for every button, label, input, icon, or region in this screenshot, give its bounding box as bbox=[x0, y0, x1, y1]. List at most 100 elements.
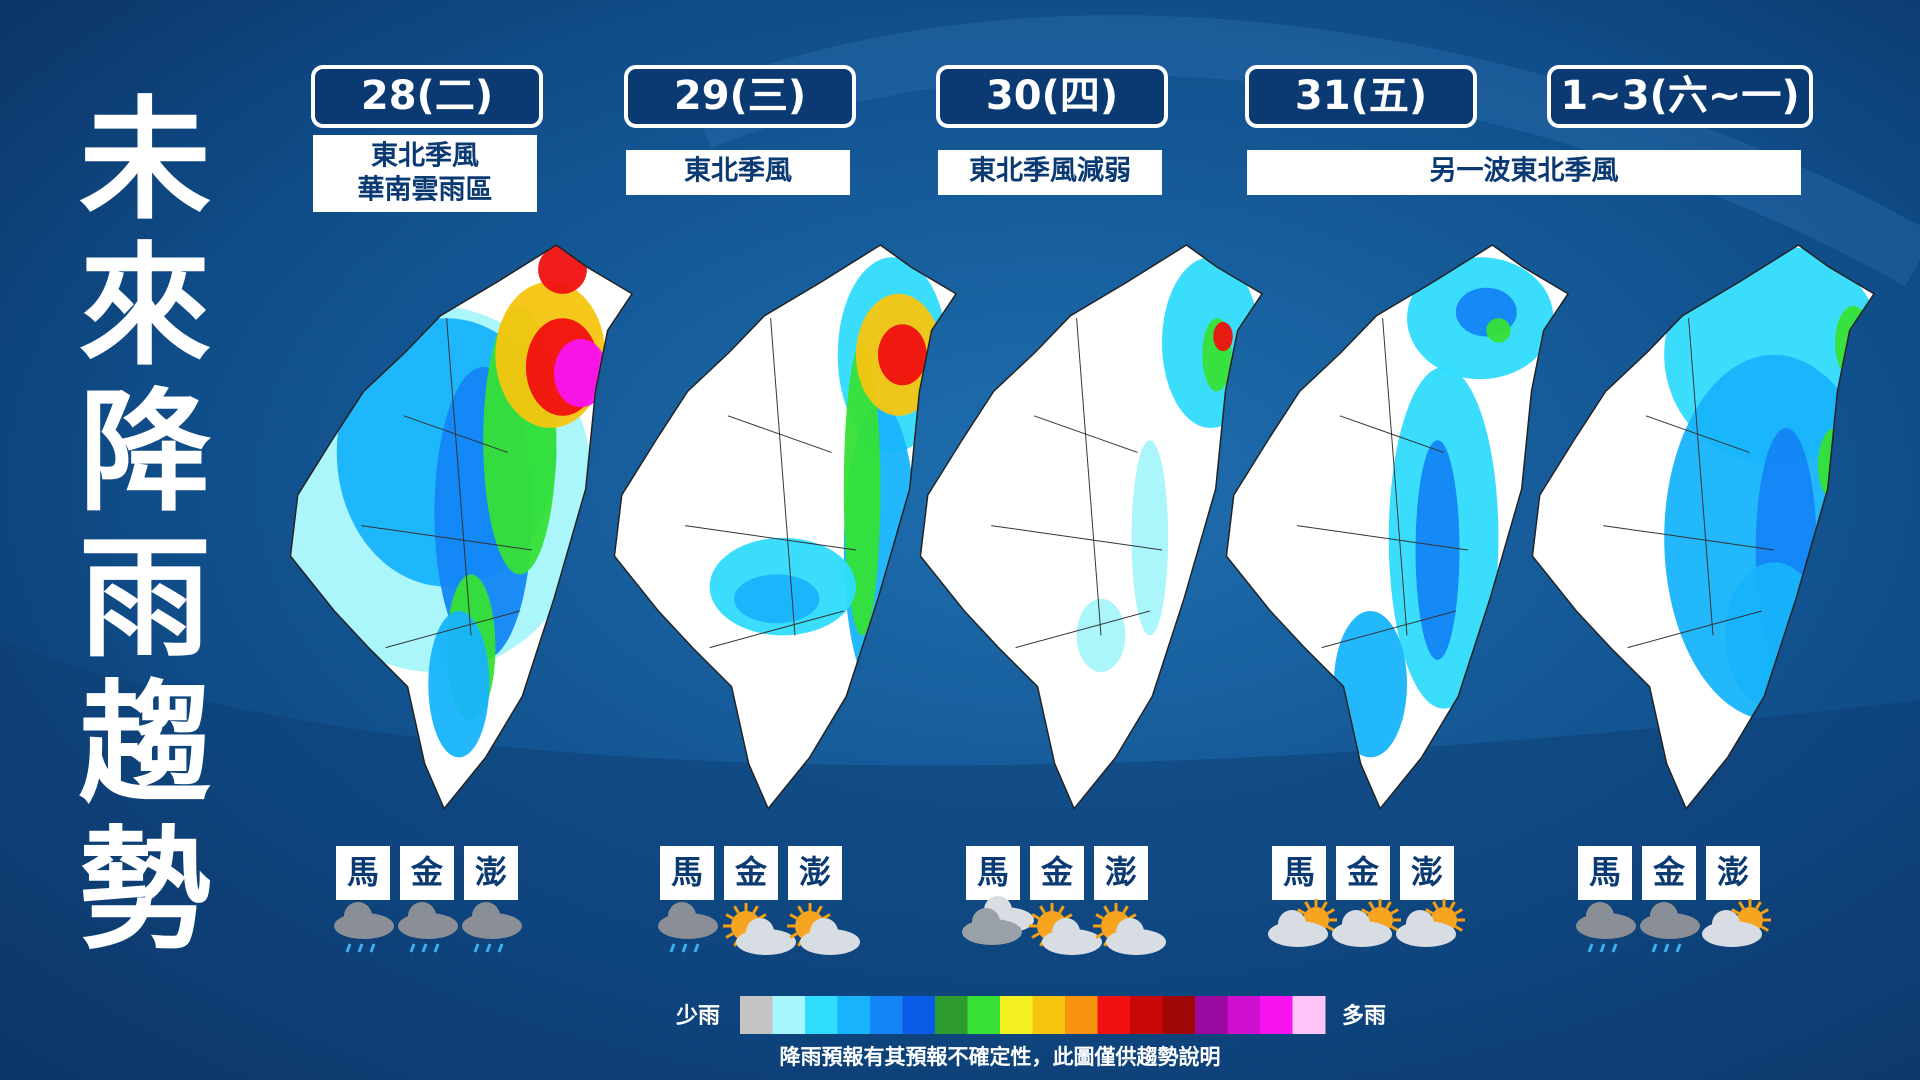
island-box bbox=[788, 846, 842, 900]
rain-drop bbox=[497, 943, 504, 953]
county-border bbox=[385, 610, 520, 649]
legend-swatch bbox=[902, 996, 936, 1034]
title: 未來降雨趨勢 bbox=[79, 84, 211, 968]
rain-drop bbox=[669, 943, 676, 953]
sun-ray bbox=[758, 913, 767, 920]
legend-swatch bbox=[1130, 996, 1163, 1034]
description: 華南雲雨區 bbox=[358, 175, 493, 206]
county-border bbox=[770, 318, 796, 636]
island: 金 bbox=[1652, 853, 1686, 891]
sun-ray bbox=[1760, 908, 1769, 915]
legend-swatch bbox=[1195, 996, 1228, 1034]
county-border bbox=[1382, 318, 1408, 636]
day: 1~3(六~一) 馬金澎 bbox=[1531, 65, 1875, 953]
sun-ray bbox=[1321, 901, 1328, 910]
rain-drop bbox=[1675, 943, 1682, 953]
island: 馬 bbox=[347, 853, 379, 891]
cloud bbox=[1116, 918, 1144, 946]
rain-blob bbox=[553, 338, 608, 408]
island: 金 bbox=[1346, 853, 1380, 891]
legend-high: 多雨 bbox=[1342, 1003, 1386, 1029]
date: 28(二) bbox=[361, 73, 493, 119]
rain-drop bbox=[1663, 943, 1670, 953]
rain-blob bbox=[734, 574, 820, 624]
island-box bbox=[400, 846, 454, 900]
county-border bbox=[685, 525, 857, 551]
county-border bbox=[1627, 610, 1762, 649]
sun-ray bbox=[816, 905, 823, 914]
cloud bbox=[344, 902, 372, 930]
date-box bbox=[624, 65, 856, 128]
sun-ray bbox=[733, 905, 740, 914]
sun-ray bbox=[1095, 913, 1104, 920]
sun-ray bbox=[1031, 913, 1040, 920]
rain-drop bbox=[693, 943, 700, 953]
legend-swatch bbox=[1097, 996, 1131, 1034]
description: 東北季風 bbox=[684, 156, 792, 187]
rain-blob bbox=[1333, 611, 1407, 758]
legend-swatch bbox=[1032, 996, 1066, 1034]
sun-ray bbox=[1326, 925, 1335, 932]
sun-ray bbox=[1755, 901, 1762, 910]
island-box bbox=[1578, 846, 1632, 900]
date-box bbox=[1245, 65, 1477, 128]
description-box bbox=[1247, 150, 1801, 195]
island: 馬 bbox=[1589, 853, 1621, 891]
description: 另一波東北季風 bbox=[1430, 156, 1619, 187]
cloud bbox=[668, 902, 696, 930]
rain-drop bbox=[485, 943, 492, 953]
legend-swatch bbox=[1000, 996, 1033, 1034]
county-border bbox=[709, 610, 844, 649]
rain-blob bbox=[1415, 440, 1460, 660]
sun-ray bbox=[822, 913, 831, 920]
date: 29(三) bbox=[674, 73, 806, 119]
cloud bbox=[972, 908, 1000, 936]
legend-swatch bbox=[967, 996, 1001, 1034]
legend-swatch bbox=[805, 996, 838, 1034]
legend-swatch bbox=[1065, 996, 1098, 1034]
rain-blob bbox=[428, 611, 490, 758]
legend-swatch bbox=[1162, 996, 1196, 1034]
cloud bbox=[746, 918, 774, 946]
sun-ray bbox=[1390, 925, 1399, 932]
sun-ray bbox=[1103, 905, 1110, 914]
date-box bbox=[1547, 65, 1813, 128]
cloud bbox=[1650, 902, 1678, 930]
sun-ray bbox=[1390, 908, 1399, 915]
county-border bbox=[1688, 318, 1714, 636]
cloud bbox=[408, 902, 436, 930]
rain-drop bbox=[473, 943, 480, 953]
cloud bbox=[810, 918, 838, 946]
island: 金 bbox=[734, 853, 768, 891]
legend-swatch bbox=[1260, 996, 1293, 1034]
description-box bbox=[626, 150, 850, 195]
sun-ray bbox=[725, 913, 734, 920]
description: 東北季風 bbox=[371, 141, 479, 172]
date-box bbox=[936, 65, 1168, 128]
sun-ray bbox=[1449, 901, 1456, 910]
cloud bbox=[1406, 910, 1434, 938]
day: 31(五)另一波東北季風馬金澎 bbox=[1225, 65, 1801, 947]
county-border bbox=[1321, 610, 1456, 649]
sun-ray bbox=[789, 913, 798, 920]
county-border bbox=[1603, 525, 1775, 551]
rain-blob bbox=[843, 342, 881, 636]
rain-map bbox=[1225, 244, 1569, 810]
county-border bbox=[1076, 318, 1102, 636]
sun-ray bbox=[1432, 901, 1439, 910]
sun-ray bbox=[752, 905, 759, 914]
sun-ray bbox=[1731, 908, 1740, 915]
rain-drop bbox=[421, 943, 428, 953]
cloud bbox=[1586, 902, 1614, 930]
island: 澎 bbox=[475, 853, 507, 891]
county-border bbox=[1015, 610, 1150, 649]
date: 1~3(六~一) bbox=[1560, 73, 1799, 119]
island: 金 bbox=[1040, 853, 1074, 891]
sun-ray bbox=[1039, 905, 1046, 914]
sun-ray bbox=[1031, 932, 1040, 939]
rain-drop bbox=[1587, 943, 1594, 953]
sun-ray bbox=[1454, 925, 1463, 932]
sun-ray bbox=[1385, 901, 1392, 910]
cloud bbox=[1712, 910, 1740, 938]
sun-ray bbox=[1760, 925, 1769, 932]
